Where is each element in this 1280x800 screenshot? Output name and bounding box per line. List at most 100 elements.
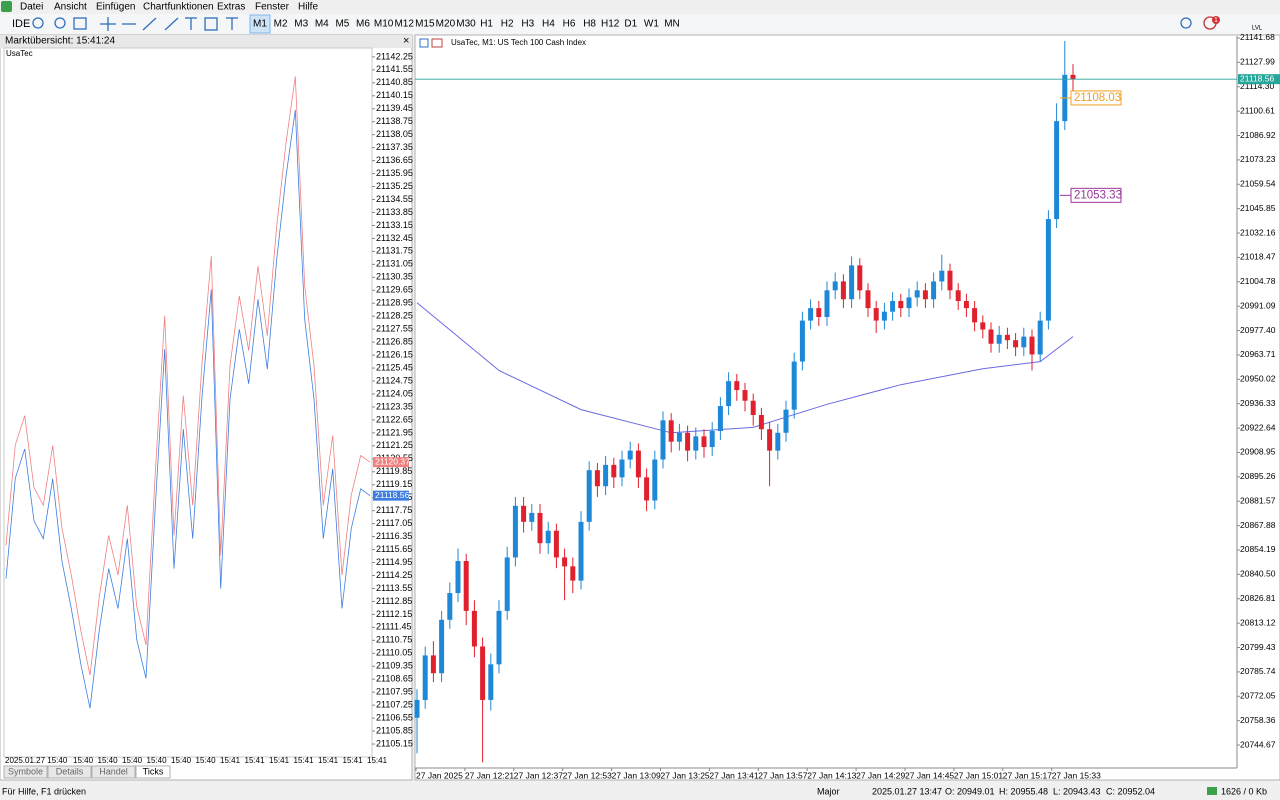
- timeframe-button[interactable]: M2: [274, 19, 288, 30]
- moving-average: [416, 302, 1074, 434]
- x-tick-label: 15:41: [269, 756, 290, 765]
- timeframe-button[interactable]: M6: [356, 19, 370, 30]
- timeframe-button[interactable]: M10: [374, 19, 394, 30]
- tab-label[interactable]: Handel: [99, 766, 128, 776]
- x-tick-label: 27 Jan 15:17: [1003, 770, 1052, 780]
- candle-body: [668, 420, 674, 442]
- candle-body: [521, 505, 527, 522]
- x-tick-label: 15:41: [294, 756, 315, 765]
- tab-label[interactable]: Ticks: [143, 766, 164, 776]
- toolbar-bg: [0, 14, 1280, 35]
- candle-body: [808, 308, 814, 321]
- timeframe-button[interactable]: MN: [664, 19, 680, 30]
- timeframe-button[interactable]: M30: [456, 19, 476, 30]
- x-tick-label: 15:40: [73, 756, 94, 765]
- price-tag-label: 21120.37: [375, 456, 410, 466]
- candle-body: [562, 557, 568, 567]
- price-tag-label: 21118.56: [1240, 73, 1274, 83]
- menu-item[interactable]: Hilfe: [298, 2, 318, 13]
- timeframe-button[interactable]: H3: [521, 19, 534, 30]
- timeframe-button[interactable]: M5: [335, 19, 349, 30]
- candle-body: [898, 301, 904, 309]
- y-tick-label: 21133.15: [376, 220, 413, 230]
- x-tick-label: 27 Jan 13:41: [709, 770, 758, 780]
- annotation-box: [1070, 187, 1122, 203]
- x-tick-label: 27 Jan 13:57: [758, 770, 807, 780]
- candle-body: [947, 270, 953, 291]
- y-tick-label: 21124.05: [376, 388, 413, 398]
- x-tick-label: 27 Jan 13:09: [612, 770, 661, 780]
- menu-item[interactable]: Extras: [217, 2, 245, 13]
- timeframe-button[interactable]: H2: [501, 19, 514, 30]
- tab-label[interactable]: Details: [56, 766, 84, 776]
- close-button[interactable]: ×: [403, 35, 409, 47]
- x-tick-label: 27 Jan 14:29: [856, 770, 905, 780]
- y-tick-label: 21136.65: [376, 155, 413, 165]
- timeframe-button[interactable]: H12: [601, 19, 620, 30]
- y-tick-label: 21128.95: [376, 298, 413, 308]
- y-tick-label: 21110.75: [376, 635, 412, 645]
- ide-button[interactable]: IDE: [12, 18, 30, 30]
- x-tick-label: 27 Jan 12:53: [563, 770, 612, 780]
- y-tick-label: 21086.92: [1240, 130, 1276, 140]
- candle-body: [685, 432, 691, 451]
- menu-item[interactable]: Ansicht: [54, 2, 87, 13]
- candle-body: [488, 664, 494, 700]
- candle-body: [1037, 320, 1043, 355]
- tick-chart-area: [3, 47, 373, 758]
- candle-body: [447, 593, 453, 620]
- y-tick-label: 20867.88: [1240, 520, 1276, 530]
- candle-body: [701, 436, 707, 448]
- y-tick-label: 21115.65: [376, 544, 412, 554]
- timeframe-button[interactable]: M12: [394, 19, 414, 30]
- menu-item[interactable]: Einfügen: [96, 2, 135, 13]
- tab[interactable]: [135, 765, 171, 779]
- timeframe-button[interactable]: M15: [415, 19, 435, 30]
- timeframe-button[interactable]: M4: [315, 19, 329, 30]
- y-tick-label: 21018.47: [1240, 252, 1276, 262]
- timeframe-button[interactable]: W1: [644, 19, 659, 30]
- candle-body: [512, 505, 518, 558]
- y-tick-label: 21130.35: [376, 272, 413, 282]
- menu-item[interactable]: Datei: [20, 2, 43, 13]
- x-tick-label: 27 Jan 14:45: [905, 770, 954, 780]
- candle-body: [955, 290, 961, 302]
- timeframe-button[interactable]: H8: [583, 19, 596, 30]
- candle-body: [816, 308, 822, 318]
- y-tick-label: 20813.12: [1240, 617, 1276, 627]
- toolbar-icons: [32, 16, 1217, 31]
- y-tick-label: 21133.85: [376, 207, 413, 217]
- tab[interactable]: [3, 765, 48, 779]
- tab[interactable]: [47, 765, 92, 779]
- timeframe-button[interactable]: M20: [436, 19, 456, 30]
- candle-body: [594, 470, 600, 487]
- y-tick-label: 21105.85: [376, 725, 413, 735]
- timeframe-button[interactable]: M3: [294, 19, 308, 30]
- y-tick-label: 21121.95: [376, 427, 413, 437]
- timeframe-button[interactable]: H1: [480, 19, 493, 30]
- y-tick-label: 20799.43: [1240, 642, 1276, 652]
- candle-body: [890, 301, 896, 312]
- tab-label[interactable]: Symbole: [8, 766, 43, 776]
- chart-icon: [419, 38, 429, 48]
- y-tick-label: 21141.68: [1240, 32, 1275, 42]
- x-tick-label: 27 Jan 13:25: [661, 770, 710, 780]
- annotation-label: 21108.03: [1074, 92, 1121, 104]
- timeframe-button[interactable]: H6: [563, 19, 576, 30]
- lvl-icon[interactable]: LVL: [1252, 26, 1263, 32]
- y-tick-label: 20908.95: [1240, 447, 1276, 457]
- y-tick-label: 21107.25: [376, 700, 413, 710]
- x-tick-label: 15:40: [122, 756, 143, 765]
- timeframe-button[interactable]: H4: [542, 19, 555, 30]
- timeframe-button[interactable]: M1: [253, 19, 267, 30]
- candle-body: [775, 432, 781, 451]
- menu-item[interactable]: Fenster: [255, 2, 290, 13]
- menu-item[interactable]: Chartfunktionen: [143, 2, 214, 13]
- candle-body: [644, 477, 650, 501]
- timeframe-button[interactable]: D1: [624, 19, 637, 30]
- status-close: C: 20952.04: [1106, 786, 1155, 796]
- price-tag-label: 21118.56: [375, 490, 409, 500]
- y-tick-label: 21135.95: [376, 168, 413, 178]
- tab[interactable]: [91, 765, 136, 779]
